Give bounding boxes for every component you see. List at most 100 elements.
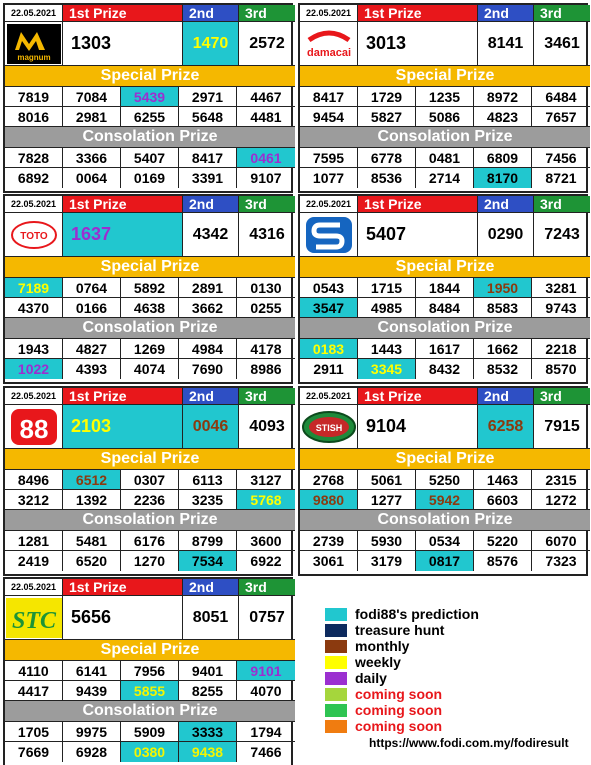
special-prize-row: 8496 6512 0307 6113 3127: [5, 470, 295, 490]
special-prize-number: 5892: [121, 278, 179, 297]
special-prize-number: 1235: [416, 87, 474, 106]
svg-text:magnum: magnum: [17, 53, 50, 62]
special-prize-number: 5855: [121, 681, 179, 700]
consolation-prize-row: 1022 4393 4074 7690 8986: [5, 359, 295, 379]
first-prize-header: 1st Prize: [358, 388, 478, 405]
consolation-prize-number: 3333: [179, 722, 237, 741]
draw-date: 22.05.2021: [300, 388, 358, 405]
consolation-prize-number: 6809: [474, 148, 532, 167]
consolation-prize-number: 3366: [63, 148, 121, 167]
board-toto: 22.05.2021 1st Prize 2nd 3rd TOTO 1637 4342 43…: [3, 194, 295, 384]
source-url[interactable]: https://www.fodi.com.my/fodiresult: [369, 736, 569, 750]
draw-date: 22.05.2021: [5, 579, 63, 596]
third-prize-header: 3rd: [534, 5, 590, 22]
special-prize-row: 7189 0764 5892 2891 0130: [5, 278, 295, 298]
special-prize-number: 9743: [545, 299, 577, 316]
consolation-prize-number: 2218: [545, 340, 577, 357]
special-prize-number: 4467: [250, 88, 282, 105]
consolation-prize-number: 4178: [250, 340, 282, 357]
special-prize-number: 7956: [121, 661, 179, 680]
consolation-prize-number: 8721: [545, 170, 577, 186]
consolation-prize-number: 9438: [179, 742, 237, 762]
special-prize-number: 4110: [5, 661, 63, 680]
consolation-prize-header: Consolation Prize: [5, 318, 295, 339]
special-prize-row: 8016 2981 6255 5648 4481: [5, 107, 295, 127]
special-prize-number: 7819: [5, 87, 63, 106]
legend-swatch: [325, 607, 347, 621]
second-prize-header: 2nd: [183, 5, 239, 22]
consolation-prize-number: 0380: [121, 742, 179, 762]
special-prize-number: 1844: [416, 278, 474, 297]
consolation-prize-row: 1705 9975 5909 3333 1794: [5, 722, 295, 742]
first-prize-number: 3013: [358, 22, 478, 66]
special-prize-number: 6512: [63, 470, 121, 489]
draw-date: 22.05.2021: [5, 196, 63, 213]
special-prize-number: 4638: [121, 298, 179, 317]
legend-item: fodi88's prediction: [325, 606, 587, 622]
special-prize-number: 1392: [63, 490, 121, 509]
third-prize-header: 3rd: [239, 196, 295, 213]
special-prize-number: 5061: [358, 470, 416, 489]
special-prize-header: Special Prize: [5, 66, 295, 87]
special-prize-row: 9880 1277 5942 6603 1272: [300, 490, 590, 510]
special-prize-number: 9454: [300, 107, 358, 126]
consolation-prize-number: 3391: [179, 168, 237, 188]
consolation-prize-header: Consolation Prize: [300, 127, 590, 148]
special-prize-number: 0543: [300, 278, 358, 297]
special-prize-header: Special Prize: [300, 257, 590, 278]
stc-logo: STC: [5, 596, 63, 640]
second-prize-header: 2nd: [478, 388, 534, 405]
consolation-prize-number: 5220: [474, 531, 532, 550]
consolation-prize-number: 0183: [300, 339, 358, 358]
consolation-prize-row: 7828 3366 5407 8417 0461: [5, 148, 295, 168]
special-prize-header: Special Prize: [5, 449, 295, 470]
consolation-prize-header: Consolation Prize: [300, 318, 590, 339]
board-sabah: 22.05.2021 1st Prize 2nd 3rd STISH 9104 6258 7…: [298, 386, 590, 576]
special-prize-header: Special Prize: [5, 257, 295, 278]
consolation-prize-number: 5481: [63, 531, 121, 550]
special-prize-number: 1729: [358, 87, 416, 106]
special-prize-number: 1277: [358, 490, 416, 509]
legend-item: weekly: [325, 654, 587, 670]
third-prize-number: 3461: [534, 22, 590, 66]
special-prize-number: 3547: [300, 298, 358, 317]
damacai-logo: damacai: [300, 22, 358, 66]
consolation-prize-number: 0817: [416, 551, 474, 571]
special-prize-number: 9880: [300, 490, 358, 509]
special-prize-number: 2315: [545, 471, 577, 488]
consolation-prize-row: 2419 6520 1270 7534 6922: [5, 551, 295, 571]
legend-item: monthly: [325, 638, 587, 654]
special-prize-number: 4370: [5, 298, 63, 317]
consolation-prize-number: 1662: [474, 339, 532, 358]
consolation-prize-row: 7669 6928 0380 9438 7466: [5, 742, 295, 762]
special-prize-header: Special Prize: [5, 640, 295, 661]
legend-label: coming soon: [355, 702, 443, 718]
third-prize-number: 7243: [534, 213, 590, 257]
special-prize-number: 8972: [474, 87, 532, 106]
special-prize-header: Special Prize: [300, 66, 590, 87]
consolation-prize-number: 8417: [179, 148, 237, 167]
board-88: 22.05.2021 1st Prize 2nd 3rd 88 2103 0046 4093…: [3, 386, 295, 576]
second-prize-number: 8051: [183, 596, 239, 640]
consolation-prize-row: 2739 5930 0534 5220 6070: [300, 531, 590, 551]
special-prize-number: 5250: [416, 470, 474, 489]
88-logo: 88: [5, 405, 63, 449]
consolation-prize-row: 1943 4827 1269 4984 4178: [5, 339, 295, 359]
consolation-prize-number: 1943: [5, 339, 63, 358]
first-prize-number: 1303: [63, 22, 183, 66]
consolation-prize-row: 0183 1443 1617 1662 2218: [300, 339, 590, 359]
svg-text:TOTO: TOTO: [20, 231, 48, 242]
consolation-prize-number: 8570: [545, 361, 577, 377]
consolation-prize-number: 0534: [416, 531, 474, 550]
special-prize-number: 0255: [250, 299, 282, 316]
consolation-prize-number: 6176: [121, 531, 179, 550]
special-prize-number: 3212: [5, 490, 63, 509]
special-prize-number: 8255: [179, 681, 237, 700]
draw-date: 22.05.2021: [300, 5, 358, 22]
special-prize-number: 2891: [179, 278, 237, 297]
special-prize-number: 4070: [250, 682, 282, 699]
consolation-prize-number: 1077: [300, 168, 358, 188]
consolation-prize-number: 4074: [121, 359, 179, 379]
consolation-prize-header: Consolation Prize: [300, 510, 590, 531]
consolation-prize-number: 1270: [121, 551, 179, 571]
